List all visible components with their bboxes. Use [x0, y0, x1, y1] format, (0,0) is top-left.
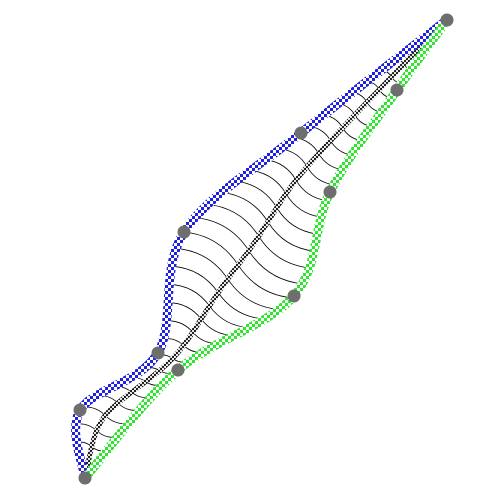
control-point[interactable]	[171, 363, 185, 377]
rib-line-upper	[171, 265, 219, 293]
rib-line-lower	[295, 179, 327, 201]
rib-line-upper	[176, 248, 229, 280]
upper-curve	[71, 15, 452, 483]
rib-line-lower	[306, 166, 334, 186]
control-point[interactable]	[440, 13, 454, 27]
rib-line-lower	[285, 193, 322, 218]
connector-lines	[75, 36, 432, 466]
control-point[interactable]	[294, 126, 308, 140]
rib-line-lower	[209, 305, 250, 328]
rib-line-upper	[221, 192, 269, 222]
rib-line-upper	[207, 204, 259, 237]
control-points	[73, 13, 454, 485]
control-point[interactable]	[177, 225, 191, 239]
control-point[interactable]	[73, 403, 87, 417]
rib-line-lower	[276, 207, 318, 235]
rib-line-lower	[267, 221, 314, 252]
control-point[interactable]	[151, 346, 165, 360]
lower-curve	[80, 15, 452, 483]
rib-line-upper	[169, 283, 210, 307]
control-point[interactable]	[78, 471, 92, 485]
rib-line-upper	[280, 148, 308, 167]
rib-line-upper	[168, 302, 202, 320]
rib-line-upper	[183, 231, 239, 266]
middle-curve	[82, 17, 450, 481]
control-point[interactable]	[390, 83, 404, 97]
rib-line-upper	[250, 169, 287, 194]
control-point[interactable]	[287, 289, 301, 303]
rib-line-lower	[248, 250, 303, 285]
rib-line-lower	[237, 264, 293, 299]
rib-line-lower	[217, 292, 265, 320]
rib-line-lower	[258, 235, 310, 269]
rib-line-lower	[227, 278, 280, 310]
control-point[interactable]	[323, 185, 337, 199]
rib-line-upper	[195, 217, 250, 251]
rib-line-upper	[236, 180, 278, 208]
